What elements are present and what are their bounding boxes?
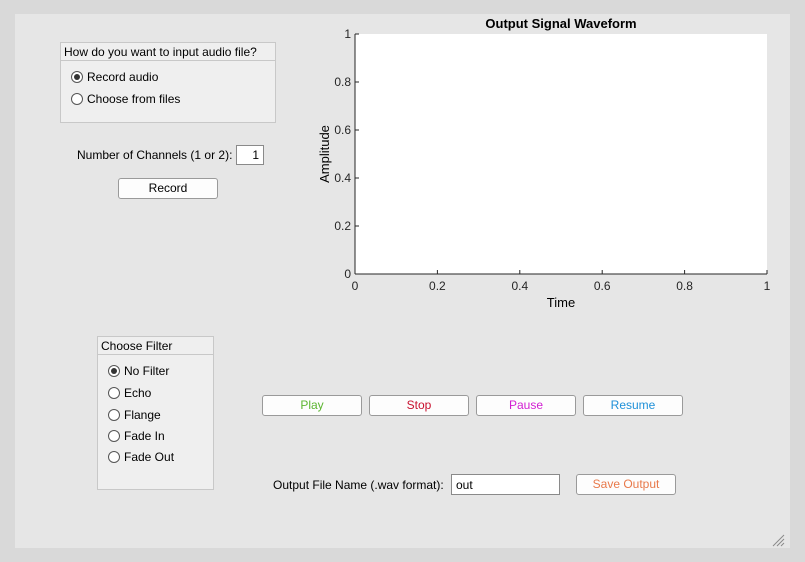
radio-button-icon[interactable] bbox=[108, 365, 120, 377]
radio-echo[interactable]: Echo bbox=[108, 385, 151, 401]
radio-button-icon[interactable] bbox=[71, 93, 83, 105]
filter-group-title: Choose Filter bbox=[98, 337, 213, 355]
save-output-button[interactable]: Save Output bbox=[576, 474, 676, 495]
input-method-group: How do you want to input audio file? Rec… bbox=[60, 42, 276, 123]
radio-choose-files[interactable]: Choose from files bbox=[71, 91, 180, 107]
radio-button-icon[interactable] bbox=[108, 387, 120, 399]
output-file-input[interactable] bbox=[451, 474, 560, 495]
radio-fade-in[interactable]: Fade In bbox=[108, 428, 165, 444]
radio-echo-label: Echo bbox=[124, 386, 152, 400]
radio-no-filter[interactable]: No Filter bbox=[108, 363, 169, 379]
resize-grip-icon[interactable] bbox=[771, 533, 785, 547]
filter-group: Choose Filter No Filter Echo Flange Fade… bbox=[97, 336, 214, 490]
stop-button[interactable]: Stop bbox=[369, 395, 469, 416]
play-button[interactable]: Play bbox=[262, 395, 362, 416]
radio-record-audio-label: Record audio bbox=[87, 70, 159, 84]
radio-no-filter-label: No Filter bbox=[124, 364, 170, 378]
channels-input[interactable] bbox=[236, 145, 264, 165]
record-button[interactable]: Record bbox=[118, 178, 218, 199]
pause-button[interactable]: Pause bbox=[476, 395, 576, 416]
radio-fade-in-label: Fade In bbox=[124, 429, 165, 443]
resume-button[interactable]: Resume bbox=[583, 395, 683, 416]
radio-button-icon[interactable] bbox=[108, 430, 120, 442]
radio-choose-files-label: Choose from files bbox=[87, 92, 181, 106]
radio-fade-out-label: Fade Out bbox=[124, 450, 175, 464]
input-method-title: How do you want to input audio file? bbox=[61, 43, 275, 61]
radio-fade-out[interactable]: Fade Out bbox=[108, 449, 174, 465]
radio-button-icon[interactable] bbox=[71, 71, 83, 83]
radio-flange-label: Flange bbox=[124, 408, 161, 422]
radio-button-icon[interactable] bbox=[108, 451, 120, 463]
radio-flange[interactable]: Flange bbox=[108, 407, 161, 423]
radio-button-icon[interactable] bbox=[108, 409, 120, 421]
output-file-label: Output File Name (.wav format): bbox=[273, 478, 444, 492]
channels-label: Number of Channels (1 or 2): bbox=[77, 148, 233, 162]
radio-record-audio[interactable]: Record audio bbox=[71, 69, 158, 85]
